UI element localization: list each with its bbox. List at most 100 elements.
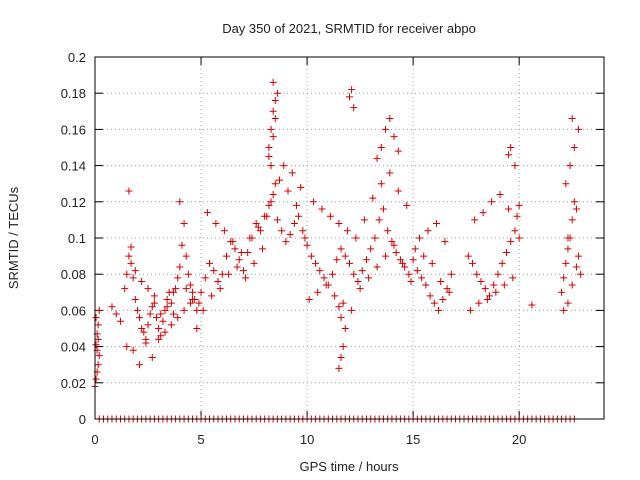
y-tick-label: 0.06 — [61, 303, 86, 318]
data-point — [418, 274, 426, 282]
data-point — [445, 288, 453, 296]
data-point — [505, 151, 513, 159]
data-point — [108, 303, 116, 311]
data-point — [564, 245, 572, 253]
data-point — [560, 306, 568, 314]
data-point — [365, 274, 373, 282]
data-point — [136, 361, 144, 369]
data-point — [288, 169, 296, 177]
data-point — [144, 321, 152, 329]
data-point — [424, 227, 432, 235]
x-tick-label: 15 — [406, 432, 420, 447]
data-point — [144, 285, 152, 293]
data-point — [570, 144, 578, 151]
data-point — [337, 245, 345, 253]
data-point — [237, 248, 245, 256]
data-point — [333, 256, 341, 264]
data-point — [572, 263, 580, 271]
data-point — [564, 234, 572, 242]
y-tick-label: 0.18 — [61, 86, 86, 101]
data-point — [201, 274, 209, 282]
data-point — [318, 205, 326, 213]
data-point — [121, 285, 129, 293]
data-point — [242, 274, 250, 282]
data-point — [356, 285, 364, 293]
data-point — [129, 274, 137, 282]
data-point — [186, 281, 194, 289]
data-point — [350, 270, 358, 278]
data-point — [292, 201, 300, 209]
data-point — [309, 198, 317, 206]
data-point — [312, 259, 320, 267]
x-tick-label: 5 — [197, 432, 204, 447]
data-point — [337, 314, 345, 322]
data-point — [269, 107, 277, 115]
chart-title: Day 350 of 2021, SRMTID for receiver abp… — [222, 21, 476, 36]
y-axis-label: SRMTID / TECUs — [6, 186, 21, 289]
data-point — [148, 303, 156, 311]
data-point — [265, 144, 273, 151]
data-point — [367, 245, 375, 253]
data-point — [335, 364, 343, 372]
data-point — [212, 220, 220, 228]
data-point — [184, 270, 192, 278]
data-points — [91, 78, 585, 423]
data-point — [169, 288, 177, 296]
data-point — [299, 227, 307, 235]
y-tick-label: 0.12 — [61, 195, 86, 210]
data-point — [189, 296, 197, 304]
data-point — [341, 325, 349, 332]
data-point — [259, 245, 267, 253]
data-point — [384, 227, 392, 235]
data-point — [409, 256, 417, 264]
data-point — [301, 234, 309, 242]
data-point — [326, 212, 334, 220]
data-point — [415, 234, 423, 242]
data-point — [331, 292, 339, 300]
data-point — [231, 245, 239, 253]
y-tick-label: 0 — [79, 412, 86, 427]
data-point — [502, 248, 510, 256]
data-point — [125, 187, 133, 195]
data-point — [575, 125, 583, 133]
data-point — [176, 263, 184, 271]
data-point — [131, 267, 139, 275]
data-point — [511, 227, 519, 235]
data-point — [405, 270, 413, 278]
data-point — [136, 314, 144, 322]
data-point — [159, 317, 167, 325]
data-point — [176, 198, 184, 206]
data-point — [562, 180, 570, 188]
data-point — [469, 259, 477, 267]
data-point — [263, 212, 271, 220]
data-point — [95, 352, 103, 360]
data-point — [371, 234, 379, 242]
data-point — [498, 259, 506, 267]
data-point — [358, 267, 366, 275]
data-point — [256, 227, 264, 235]
data-point — [339, 299, 347, 307]
data-point — [350, 104, 358, 112]
data-point — [401, 263, 409, 271]
data-point — [244, 248, 252, 256]
x-axis-label: GPS time / hours — [300, 459, 399, 474]
data-point — [369, 194, 377, 202]
plot-frame — [94, 56, 605, 420]
data-point — [265, 153, 273, 161]
data-point — [337, 353, 345, 361]
data-point — [112, 310, 120, 318]
data-point — [269, 191, 277, 199]
data-point — [133, 306, 141, 314]
data-point — [157, 310, 165, 318]
data-point — [116, 317, 124, 325]
data-point — [267, 125, 275, 133]
data-point — [558, 288, 566, 296]
data-point — [392, 248, 400, 256]
data-point — [343, 227, 351, 235]
data-point — [515, 234, 523, 242]
data-point — [220, 227, 228, 235]
data-point — [273, 89, 281, 97]
data-point — [479, 209, 487, 217]
data-point — [570, 198, 578, 206]
